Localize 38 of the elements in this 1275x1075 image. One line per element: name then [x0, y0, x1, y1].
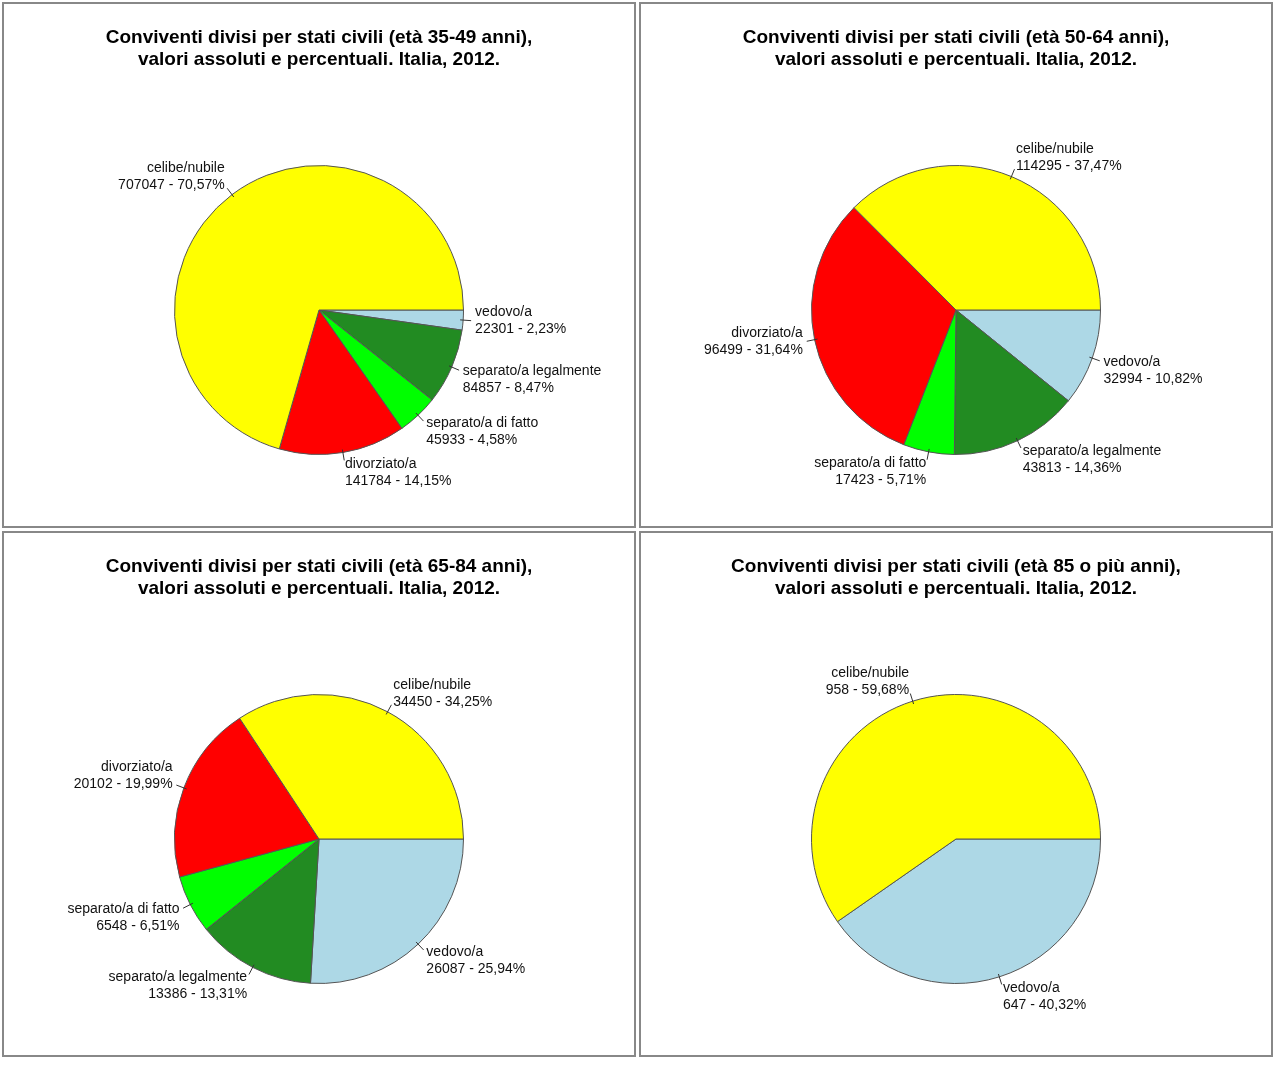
slice-label: divorziato/a [101, 758, 173, 775]
chart-title: Conviventi divisi per stati civili (età 85 o più anni), valori assoluti e percentuali. Italia, 2012. [730, 554, 1182, 600]
slice-label: celibe/nubile [393, 675, 472, 692]
slice-label: vedovo/a [426, 943, 484, 960]
slice-label: separato/a di fatto [67, 900, 180, 917]
data-label: 707047 - 70,57% [118, 176, 225, 193]
slice-label: divorziato/a [731, 324, 804, 341]
data-label: 45933 - 4,58% [426, 431, 518, 448]
slice-label: celibe/nubile [831, 664, 910, 681]
chart-title: Conviventi divisi per stati civili (età 65-84 anni), valori assoluti e percentuali. Italia, 2012. [104, 554, 534, 600]
data-label: 647 - 40,32% [1002, 995, 1087, 1012]
data-label: 958 - 59,68% [825, 681, 910, 698]
data-label: 84857 - 8,47% [462, 379, 554, 396]
data-label: 26087 - 25,94% [426, 960, 526, 977]
data-label: 34450 - 34,25% [393, 692, 493, 709]
data-label: 20102 - 19,99% [73, 775, 173, 792]
slice-label: vedovo/a [475, 303, 533, 320]
slice-label: divorziato/a [344, 454, 417, 471]
data-label: 6548 - 6,51% [96, 917, 180, 934]
slice-label: celibe/nubile [146, 159, 225, 176]
data-label: 17423 - 5,71% [835, 471, 927, 488]
data-label: 32994 - 10,82% [1103, 369, 1203, 386]
slice-label: separato/a legalmente [108, 968, 248, 985]
data-label: 13386 - 13,31% [148, 985, 248, 1002]
data-label: 96499 - 31,64% [703, 341, 803, 358]
slice-label: separato/a legalmente [1022, 441, 1162, 458]
data-label: 43813 - 14,36% [1022, 458, 1122, 475]
slice-label: separato/a legalmente [462, 362, 602, 379]
chart-title: Conviventi divisi per stati civili (età 50-64 anni), valori assoluti e percentuali. Italia, 2012. [741, 25, 1171, 71]
data-label: 141784 - 14,15% [344, 471, 452, 488]
slice-label: separato/a di fatto [814, 454, 927, 471]
slice-label: vedovo/a [1002, 978, 1060, 995]
slice-label: celibe/nubile [1016, 139, 1095, 156]
data-label: 114295 - 37,47% [1016, 156, 1122, 173]
slice-label: separato/a di fatto [426, 414, 539, 431]
slice-label: vedovo/a [1103, 352, 1161, 369]
data-label: 22301 - 2,23% [475, 320, 567, 337]
chart-title: Conviventi divisi per stati civili (età 35-49 anni), valori assoluti e percentuali. Italia, 2012. [104, 25, 534, 71]
